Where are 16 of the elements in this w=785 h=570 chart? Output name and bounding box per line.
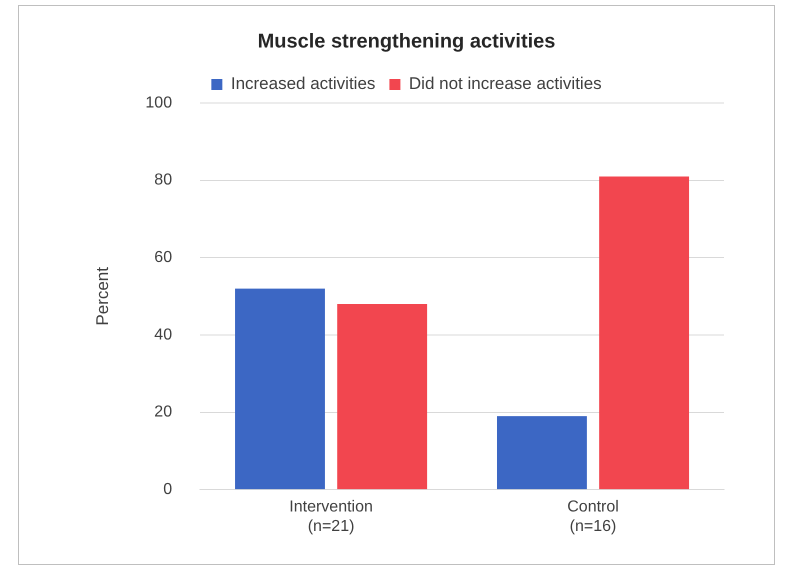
x-tick-label: Control (n=16): [567, 498, 619, 535]
bar: [337, 304, 428, 490]
y-tick-label: 20: [154, 404, 172, 421]
y-tick-label: 80: [154, 172, 172, 189]
bar: [235, 288, 325, 490]
bar: [599, 176, 690, 490]
y-tick-label: 0: [163, 481, 172, 498]
chart-title: Muscle strengthening activities: [258, 30, 556, 53]
legend-label: Did not increase activities: [408, 74, 602, 94]
y-tick-label: 100: [145, 94, 172, 112]
x-tick-label: Intervention (n=21): [289, 498, 373, 535]
legend-label: Increased activities: [230, 74, 376, 94]
y-axis-title: Percent: [92, 266, 112, 326]
y-tick-label: 60: [154, 249, 172, 266]
y-tick-label: 40: [154, 326, 172, 344]
bar: [496, 416, 587, 490]
